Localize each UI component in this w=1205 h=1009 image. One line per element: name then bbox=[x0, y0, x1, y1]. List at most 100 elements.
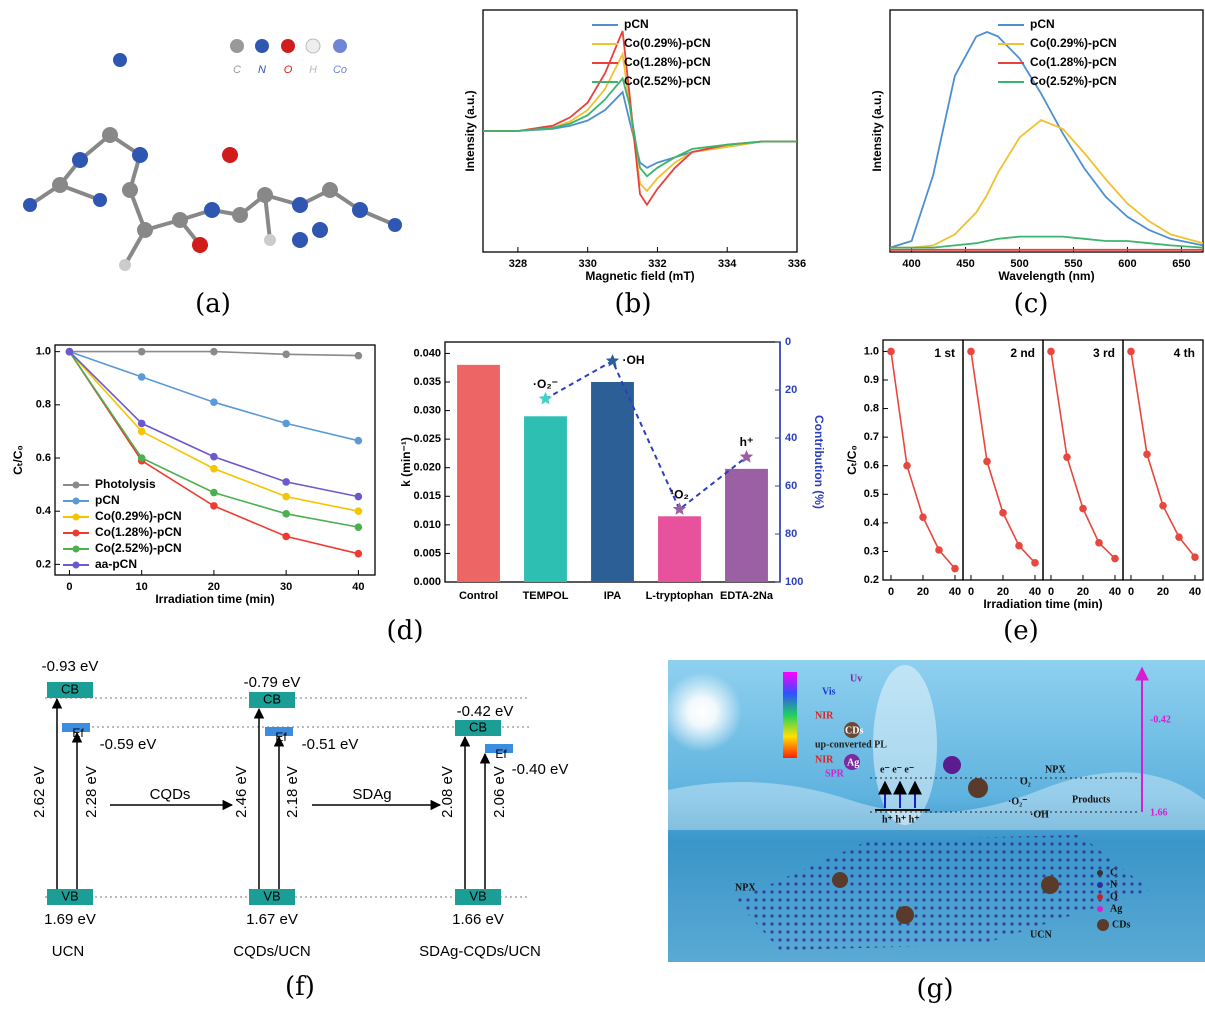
key-label: N bbox=[1110, 879, 1118, 890]
vb-energy: 1.69 eV bbox=[44, 911, 96, 928]
x-tick-label: 334 bbox=[718, 258, 737, 270]
atom-label: H bbox=[309, 64, 317, 76]
legend-label: Co(2.52%)-pCN bbox=[1030, 74, 1117, 88]
point bbox=[282, 350, 290, 359]
x-tick-label: 0 bbox=[66, 581, 72, 593]
key-label: C bbox=[1110, 867, 1117, 878]
x-tick-label: 40 bbox=[1189, 586, 1201, 598]
point bbox=[210, 452, 218, 461]
point bbox=[1063, 453, 1071, 461]
x-tick-label: 30 bbox=[280, 581, 292, 593]
point bbox=[354, 492, 363, 501]
legend-label: pCN bbox=[624, 17, 649, 31]
y-tick-label: 0.3 bbox=[864, 545, 879, 557]
atom-key: C N O H Co bbox=[230, 38, 347, 76]
facet-label: 4 th bbox=[1174, 346, 1195, 360]
y-tick-label: 0.6 bbox=[864, 460, 879, 472]
point bbox=[210, 464, 218, 473]
ef-box bbox=[265, 727, 293, 736]
y-tick-label: 0.8 bbox=[864, 402, 879, 414]
panel-label: (d) bbox=[387, 616, 424, 646]
ef-box-label: Ef bbox=[72, 726, 84, 740]
vb-energy: 1.66 eV bbox=[452, 911, 504, 928]
point bbox=[210, 347, 218, 356]
electron-label: e⁻ e⁻ e⁻ bbox=[880, 764, 914, 775]
panel-label: (b) bbox=[615, 289, 652, 319]
series-line bbox=[483, 30, 797, 207]
pl-label: up-converted PL bbox=[815, 739, 887, 750]
series-line bbox=[1130, 351, 1196, 558]
y-tick-label: 1.0 bbox=[36, 346, 51, 358]
ef-energy: -0.51 eV bbox=[302, 736, 359, 753]
legend-label: aa-pCN bbox=[95, 557, 137, 571]
point bbox=[65, 347, 74, 356]
x-tick-label: 500 bbox=[1010, 258, 1028, 270]
point bbox=[1095, 539, 1103, 547]
x-tick-label: 20 bbox=[997, 586, 1009, 598]
point bbox=[354, 507, 363, 515]
series-line bbox=[890, 351, 956, 570]
atom-label: N bbox=[258, 64, 266, 76]
series-line bbox=[970, 351, 1036, 564]
panel-label: (f) bbox=[285, 972, 315, 1002]
legend-label: Co(0.29%)-pCN bbox=[1030, 36, 1117, 50]
legend-label: pCN bbox=[1030, 17, 1055, 31]
ef-box-label: Ef bbox=[275, 730, 287, 744]
key-label: CDs bbox=[1112, 919, 1130, 930]
y-tick-label: 0.9 bbox=[864, 374, 879, 386]
legend-label: Co(1.28%)-pCN bbox=[95, 525, 182, 539]
y-tick-label: 1.0 bbox=[864, 345, 879, 357]
cb-energy: -0.42 eV bbox=[457, 703, 514, 720]
npx-label: NPX bbox=[735, 882, 756, 893]
o2-label: O₂ bbox=[1020, 776, 1031, 787]
point bbox=[951, 564, 959, 573]
point-label: h⁺ bbox=[740, 435, 754, 449]
legend-label: Co(1.28%)-pCN bbox=[1030, 55, 1117, 69]
y-tick-label: 0.035 bbox=[413, 376, 441, 388]
point bbox=[1143, 450, 1151, 459]
x-tick-label: Control bbox=[459, 590, 498, 602]
gap-label: 2.18 eV bbox=[284, 766, 301, 818]
y-tick-label: 0.005 bbox=[413, 547, 441, 559]
gap-label: 2.62 eV bbox=[31, 766, 48, 818]
x-tick-label: 0 bbox=[1048, 586, 1054, 598]
point bbox=[1111, 554, 1119, 563]
x-tick-label: IPA bbox=[604, 590, 622, 602]
atom-label: Co bbox=[333, 64, 347, 76]
material-name: SDAg-CQDs/UCN bbox=[419, 943, 541, 960]
point bbox=[1079, 504, 1087, 513]
y-tick-label: 0.000 bbox=[413, 576, 441, 588]
cb-energy: -0.79 eV bbox=[244, 674, 301, 691]
npx-label: NPX bbox=[1045, 764, 1066, 775]
level-label: 1.66 bbox=[1150, 807, 1168, 818]
legend-marker bbox=[72, 529, 80, 537]
cb-box-label: CB bbox=[61, 681, 79, 696]
light-label: Uv bbox=[850, 673, 862, 684]
ucn-label: UCN bbox=[1030, 929, 1052, 940]
y-axis-label: Cₜ/C₀ bbox=[11, 445, 25, 475]
legend-label: Co(2.52%)-pCN bbox=[95, 541, 182, 555]
x-tick-label: 0 bbox=[1128, 586, 1134, 598]
point-label: ·O₂⁻ bbox=[533, 377, 558, 391]
y-axis-label: Intensity (a.u.) bbox=[463, 90, 477, 171]
legend-label: pCN bbox=[95, 493, 120, 507]
legend-marker bbox=[72, 561, 80, 569]
cb-box bbox=[47, 682, 93, 698]
point bbox=[282, 510, 290, 518]
plot-frame bbox=[54, 344, 376, 576]
point-label: ·OH bbox=[623, 353, 645, 367]
y-tick-label: 0.7 bbox=[864, 431, 879, 443]
point bbox=[967, 347, 975, 356]
point bbox=[137, 454, 146, 462]
point bbox=[282, 532, 290, 541]
point bbox=[137, 373, 146, 381]
point bbox=[1015, 541, 1023, 550]
series-line bbox=[1050, 351, 1116, 560]
point bbox=[1031, 559, 1039, 567]
star-point bbox=[672, 502, 687, 515]
spr-label: SPR bbox=[825, 768, 845, 779]
y-tick-label: 0.015 bbox=[413, 490, 441, 502]
key-label: O bbox=[1110, 891, 1118, 902]
y2-tick-label: 20 bbox=[785, 384, 797, 396]
point bbox=[282, 478, 290, 486]
